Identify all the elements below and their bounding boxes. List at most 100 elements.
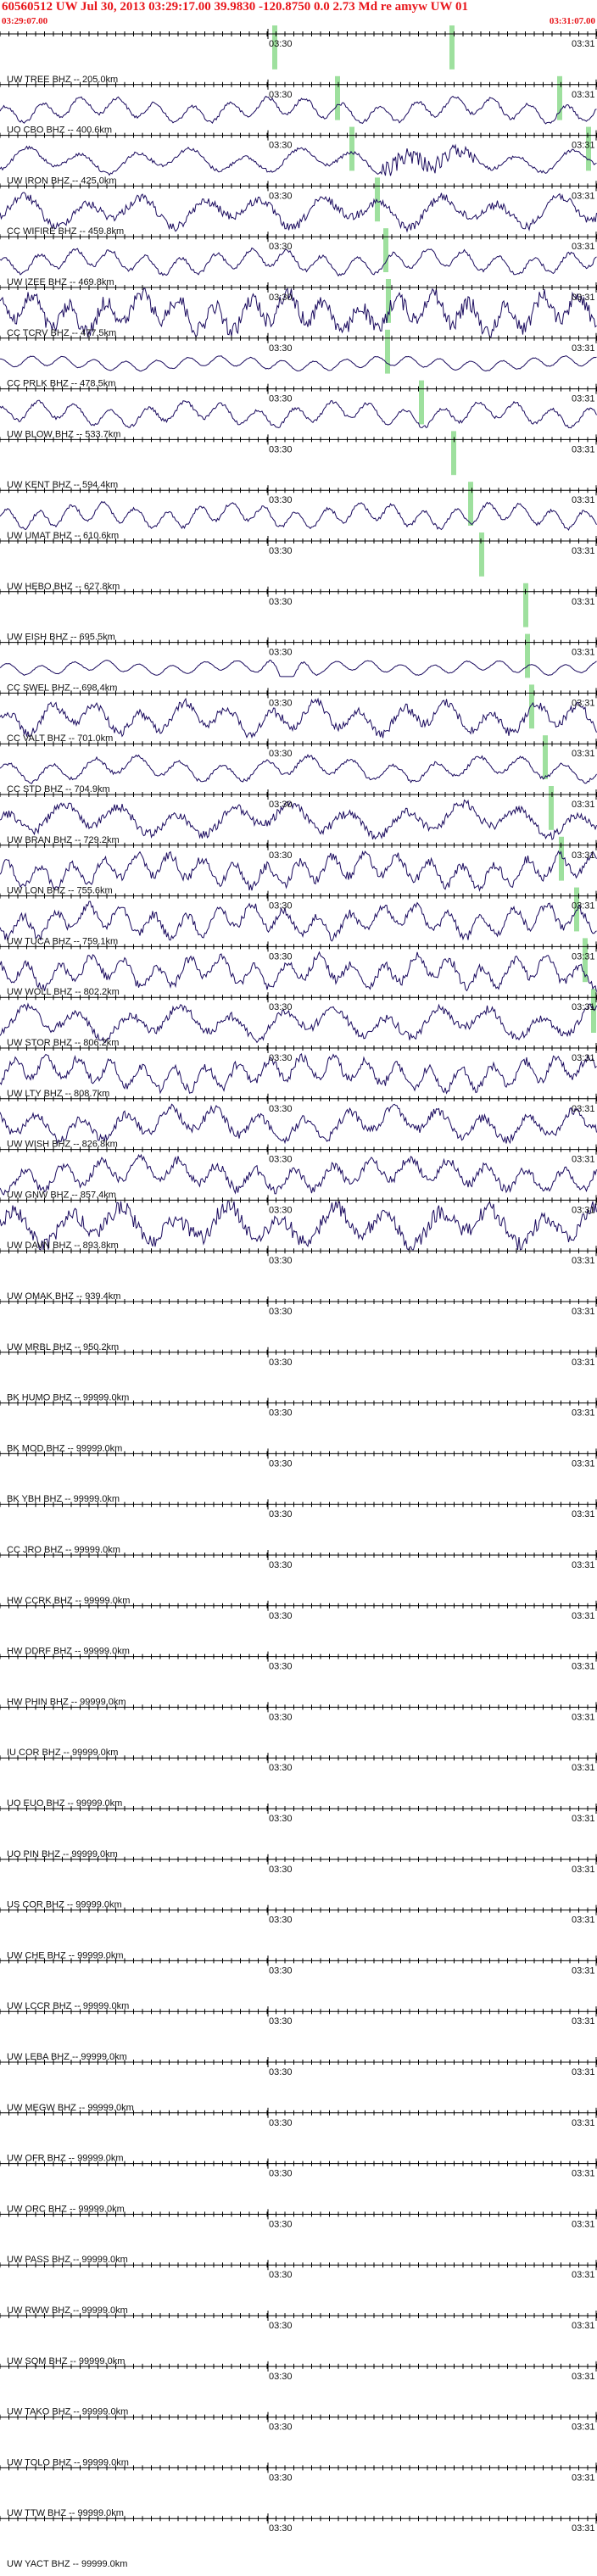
station-label: UW IZEE BHZ -- 469.8km bbox=[7, 277, 114, 287]
tick-label-0330: 03:30 bbox=[269, 1915, 293, 1926]
tick-label-0331: 03:31 bbox=[572, 2067, 595, 2077]
station-label: CC TCRV BHZ -- 477.5km bbox=[7, 328, 116, 338]
pick-marker bbox=[591, 989, 596, 1033]
pick-marker bbox=[479, 532, 484, 577]
tick-label-0330: 03:30 bbox=[269, 800, 293, 810]
tick-label-0331: 03:31 bbox=[572, 141, 595, 151]
station-label: UO PIN BHZ -- 99999.0km bbox=[7, 1849, 118, 1860]
tick-label-0331: 03:31 bbox=[572, 495, 595, 505]
waveform-trace bbox=[0, 1103, 597, 1146]
tick-label-0330: 03:30 bbox=[269, 2016, 293, 2027]
pick-marker bbox=[583, 938, 588, 983]
tick-label-0330: 03:30 bbox=[269, 2423, 293, 2433]
tick-label-0331: 03:31 bbox=[572, 2523, 595, 2534]
tick-label-0331: 03:31 bbox=[572, 1865, 595, 1875]
pick-marker bbox=[574, 887, 579, 932]
tick-label-0330: 03:30 bbox=[269, 850, 293, 861]
station-label: UW YACT BHZ -- 99999.0km bbox=[7, 2559, 127, 2569]
tick-label-0330: 03:30 bbox=[269, 1155, 293, 1165]
tick-label-0331: 03:31 bbox=[572, 2372, 595, 2382]
tick-label-0330: 03:30 bbox=[269, 90, 293, 100]
station-label: UW OFR BHZ -- 99999.0km bbox=[7, 2154, 124, 2164]
tick-label-0331: 03:31 bbox=[572, 242, 595, 252]
tick-label-0331: 03:31 bbox=[572, 1662, 595, 1672]
tick-label-0330: 03:30 bbox=[269, 2169, 293, 2179]
tick-label-0331: 03:31 bbox=[572, 2118, 595, 2128]
station-label: UW WOLL BHZ -- 802.2km bbox=[7, 987, 120, 997]
waveform-trace bbox=[0, 399, 597, 429]
station-label: UO EUO BHZ -- 99999.0km bbox=[7, 1798, 122, 1809]
tick-label-0330: 03:30 bbox=[269, 1712, 293, 1722]
station-label: HW PHIN BHZ -- 99999.0km bbox=[7, 1697, 126, 1707]
tick-label-0330: 03:30 bbox=[269, 1458, 293, 1469]
tick-label-0330: 03:30 bbox=[269, 2523, 293, 2534]
station-label: UW LTY BHZ -- 808.7km bbox=[7, 1089, 109, 1099]
station-label: UW STOR BHZ -- 806.2km bbox=[7, 1038, 119, 1048]
station-label: CC PRLK BHZ -- 478.5km bbox=[7, 379, 115, 389]
waveform-trace bbox=[0, 1153, 597, 1196]
station-label: UW WISH BHZ -- 826.8km bbox=[7, 1140, 118, 1150]
waveform-trace bbox=[0, 754, 597, 784]
tick-label-0331: 03:31 bbox=[572, 1053, 595, 1063]
pick-marker bbox=[523, 583, 528, 627]
station-label: UW SQM BHZ -- 99999.0km bbox=[7, 2356, 125, 2367]
station-label: UW MRBL BHZ -- 950.2km bbox=[7, 1342, 119, 1352]
tick-label-0331: 03:31 bbox=[572, 1965, 595, 1976]
pick-marker bbox=[385, 329, 390, 374]
tick-label-0331: 03:31 bbox=[572, 2270, 595, 2280]
tick-label-0331: 03:31 bbox=[572, 901, 595, 912]
tick-label-0330: 03:30 bbox=[269, 1965, 293, 1976]
station-label: UW GNW BHZ -- 857.4km bbox=[7, 1190, 116, 1200]
tick-label-0330: 03:30 bbox=[269, 1256, 293, 1266]
tick-label-0330: 03:30 bbox=[269, 901, 293, 912]
tick-label-0330: 03:30 bbox=[269, 2321, 293, 2331]
tick-label-0330: 03:30 bbox=[269, 1358, 293, 1368]
tick-label-0330: 03:30 bbox=[269, 39, 293, 49]
tick-label-0330: 03:30 bbox=[269, 141, 293, 151]
tick-label-0330: 03:30 bbox=[269, 1763, 293, 1773]
plot-header: 60560512 UW Jul 30, 2013 03:29:17.00 39.… bbox=[0, 0, 597, 31]
tick-label-0331: 03:31 bbox=[572, 850, 595, 861]
tick-label-0330: 03:30 bbox=[269, 1509, 293, 1519]
tick-label-0331: 03:31 bbox=[572, 698, 595, 708]
pick-marker bbox=[272, 25, 277, 70]
station-label: UW TAKO BHZ -- 99999.0km bbox=[7, 2407, 128, 2417]
station-label: HW CCRK BHZ -- 99999.0km bbox=[7, 1596, 130, 1606]
station-label: UW KENT BHZ -- 594.4km bbox=[7, 480, 118, 490]
tick-label-0330: 03:30 bbox=[269, 1662, 293, 1672]
tick-label-0331: 03:31 bbox=[572, 749, 595, 759]
waveform-trace bbox=[0, 697, 597, 739]
tick-label-0330: 03:30 bbox=[269, 648, 293, 658]
pick-marker bbox=[419, 380, 424, 425]
station-label: CC STD BHZ -- 704.9km bbox=[7, 784, 110, 795]
pick-marker bbox=[375, 177, 380, 222]
tick-label-0331: 03:31 bbox=[572, 444, 595, 454]
traces bbox=[0, 95, 597, 1251]
station-label: IU COR BHZ -- 99999.0km bbox=[7, 1748, 118, 1758]
pick-marker bbox=[559, 836, 564, 881]
tick-label-0331: 03:31 bbox=[572, 1002, 595, 1012]
station-label: UW TTW BHZ -- 99999.0km bbox=[7, 2508, 124, 2518]
tick-label-0330: 03:30 bbox=[269, 2372, 293, 2382]
tick-label-0331: 03:31 bbox=[572, 2423, 595, 2433]
pick-marker bbox=[529, 684, 534, 729]
tick-label-0331: 03:31 bbox=[572, 394, 595, 404]
waveform-trace bbox=[0, 247, 597, 277]
tick-label-0330: 03:30 bbox=[269, 2219, 293, 2229]
station-label: US COR BHZ -- 99999.0km bbox=[7, 1900, 122, 1910]
tick-label-0330: 03:30 bbox=[269, 1307, 293, 1317]
tick-label-0331: 03:31 bbox=[572, 1611, 595, 1621]
station-label: BK HUMO BHZ -- 99999.0km bbox=[7, 1393, 129, 1403]
tick-label-0330: 03:30 bbox=[269, 495, 293, 505]
tick-label-0331: 03:31 bbox=[572, 293, 595, 303]
tick-label-0331: 03:31 bbox=[572, 39, 595, 49]
station-label: UW PASS BHZ -- 99999.0km bbox=[7, 2255, 128, 2265]
tick-label-0331: 03:31 bbox=[572, 2016, 595, 2027]
pick-marker bbox=[335, 75, 340, 120]
tick-label-0331: 03:31 bbox=[572, 1155, 595, 1165]
tick-label-0331: 03:31 bbox=[572, 648, 595, 658]
tick-label-0331: 03:31 bbox=[572, 1104, 595, 1114]
tick-label-0331: 03:31 bbox=[572, 1307, 595, 1317]
tick-label-0331: 03:31 bbox=[572, 2473, 595, 2483]
tick-label-0331: 03:31 bbox=[572, 1560, 595, 1570]
